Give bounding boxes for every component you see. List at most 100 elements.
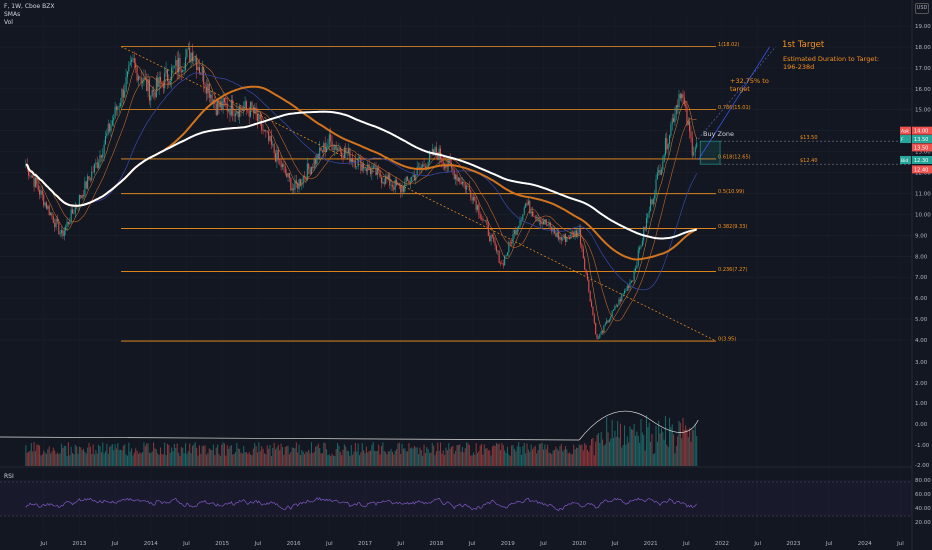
- volume-bar: [498, 443, 500, 466]
- bid-price-tag-label: Bid: [901, 158, 908, 164]
- candle-body: [591, 301, 593, 307]
- volume-bar: [630, 429, 632, 466]
- volume-bar: [648, 422, 650, 466]
- volume-bar: [573, 444, 575, 466]
- volume-bar: [131, 448, 133, 466]
- candle-body: [124, 91, 126, 98]
- currency-badge[interactable]: USD: [915, 3, 929, 14]
- candle-body: [350, 158, 352, 162]
- volume-bar: [540, 443, 542, 466]
- candle-body: [44, 202, 46, 206]
- volume-bar: [383, 450, 385, 466]
- candle-body: [401, 186, 403, 193]
- candle-body: [313, 159, 315, 169]
- volume-bar: [34, 451, 36, 466]
- price-tick-label: 10.00: [915, 212, 931, 218]
- sma-indicator-label[interactable]: SMAs: [4, 11, 21, 18]
- volume-bar: [76, 446, 78, 466]
- volume-bar: [485, 448, 487, 466]
- time-tick-label: 2021: [644, 541, 658, 547]
- candle-body: [679, 94, 681, 99]
- volume-bar: [548, 452, 550, 466]
- volume-bar: [96, 453, 98, 466]
- candle-body: [59, 233, 61, 235]
- volume-bar: [137, 454, 139, 466]
- candle-body: [472, 196, 474, 201]
- candle-body: [614, 306, 616, 310]
- volume-bar: [394, 450, 396, 466]
- volume-bar: [531, 449, 534, 466]
- volume-bar: [449, 448, 451, 466]
- volume-bar: [65, 445, 67, 466]
- candle-body: [30, 175, 32, 177]
- symbol-line[interactable]: F, 1W, Cboe BZX: [4, 3, 55, 10]
- candle-body: [534, 216, 536, 218]
- candle-body: [193, 59, 195, 62]
- vol-indicator-label[interactable]: Vol: [4, 19, 13, 26]
- volume-bar: [140, 453, 142, 466]
- volume-bar: [519, 446, 521, 466]
- bid-price-badge-value: 12.30: [914, 158, 928, 164]
- candle-body: [95, 162, 97, 164]
- candle-body: [330, 134, 332, 141]
- candle-body: [641, 240, 643, 247]
- candle-body: [380, 177, 382, 184]
- volume-bar: [429, 452, 431, 466]
- volume-bar: [491, 446, 493, 466]
- time-tick-label: 2022: [715, 541, 729, 547]
- volume-bar: [30, 443, 32, 466]
- candle-body: [263, 130, 265, 131]
- candle-body: [106, 133, 108, 137]
- volume-bar: [677, 436, 679, 466]
- candle-body: [652, 198, 654, 205]
- volume-bar: [98, 444, 100, 466]
- volume-bar: [513, 448, 515, 466]
- volume-bar: [683, 429, 685, 466]
- volume-bar: [178, 452, 180, 466]
- bid-price-badge: [912, 165, 932, 174]
- candle-body: [490, 234, 492, 242]
- candle-body: [290, 178, 292, 191]
- price-tick-label: 18.00: [915, 45, 931, 51]
- volume-bar: [464, 448, 466, 466]
- volume-bar: [508, 454, 510, 466]
- volume-bar: [445, 447, 447, 466]
- candle-body: [66, 222, 68, 227]
- volume-bar: [396, 449, 398, 466]
- time-tick-label: 2019: [501, 541, 515, 547]
- candle-body: [244, 101, 246, 109]
- time-tick-label: 2017: [358, 541, 372, 547]
- candle-body: [363, 163, 365, 169]
- rsi-indicator-label[interactable]: RSI: [4, 473, 14, 480]
- candle-body: [158, 77, 160, 87]
- candle-body: [596, 334, 598, 339]
- candle-body: [81, 195, 83, 198]
- candle-body: [262, 129, 264, 131]
- candle-body: [493, 236, 495, 242]
- candle-body: [387, 174, 389, 180]
- volume-bar: [494, 445, 496, 466]
- candle-body: [393, 186, 395, 190]
- candle-body: [483, 220, 485, 221]
- candle-body: [456, 174, 458, 181]
- sma-mid-line: [25, 62, 697, 322]
- candle-body: [404, 181, 406, 192]
- volume-bar: [372, 442, 374, 466]
- volume-bar: [490, 455, 492, 466]
- volume-bar: [617, 420, 619, 466]
- candle-body: [270, 135, 272, 145]
- volume-bar: [286, 445, 288, 466]
- candle-body: [248, 110, 250, 117]
- volume-bar: [634, 435, 637, 466]
- candle-body: [463, 181, 465, 183]
- candle-body: [491, 234, 493, 237]
- volume-bar: [150, 452, 152, 466]
- volume-bar: [569, 452, 571, 466]
- candle-body: [408, 180, 410, 184]
- volume-bar: [376, 451, 378, 466]
- candle-body: [338, 147, 340, 149]
- volume-bar: [164, 442, 166, 466]
- candle-body: [636, 265, 638, 269]
- volume-bar: [315, 446, 317, 466]
